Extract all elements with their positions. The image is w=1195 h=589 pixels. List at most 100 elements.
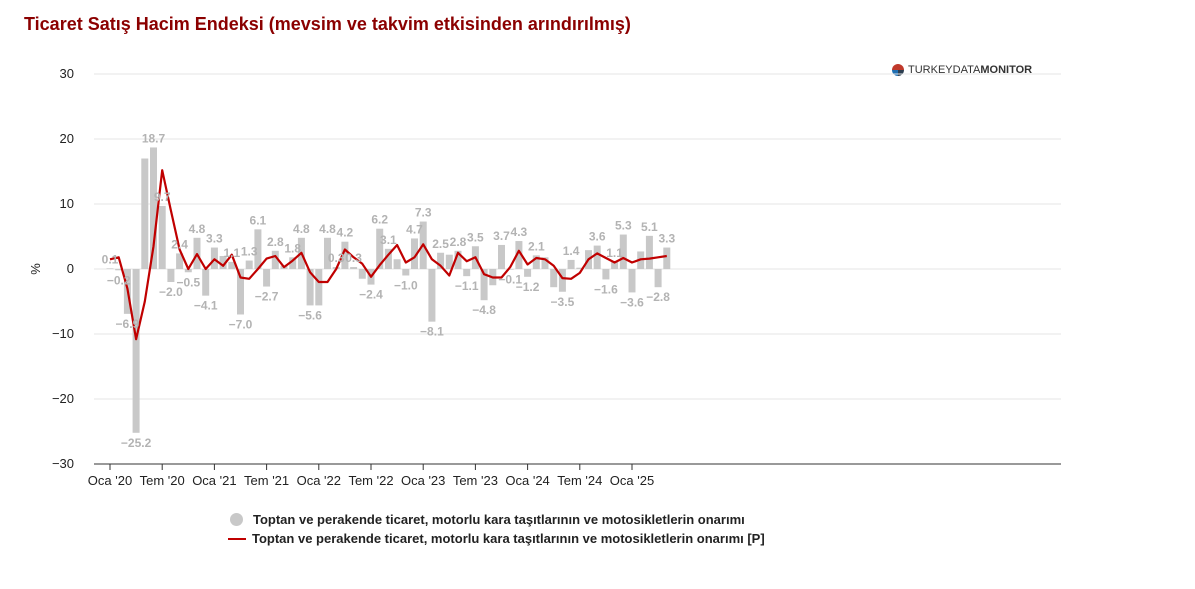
- data-label: 2.8: [450, 235, 467, 249]
- bar: [654, 269, 662, 288]
- bar: [663, 247, 671, 269]
- data-label: 4.3: [511, 225, 528, 239]
- chart-title: Ticaret Satış Hacim Endeksi (mevsim ve t…: [24, 14, 631, 34]
- data-label: −3.6: [620, 295, 644, 309]
- data-label: 3.7: [493, 229, 510, 243]
- data-label: −0.1: [498, 273, 522, 287]
- bar: [158, 205, 166, 269]
- bar: [567, 259, 575, 269]
- bar: [106, 268, 114, 269]
- data-label: −0.5: [176, 275, 200, 289]
- bar: [315, 269, 323, 306]
- bar: [402, 269, 410, 276]
- bar: [167, 269, 175, 282]
- data-label: 1.8: [284, 241, 301, 255]
- bar: [245, 260, 253, 269]
- data-label: −3.5: [551, 295, 575, 309]
- data-label: 2.8: [267, 235, 284, 249]
- x-tick-label: Tem '24: [557, 473, 602, 488]
- y-tick-label: −30: [52, 456, 74, 471]
- y-tick-label: 20: [60, 131, 74, 146]
- globe-icon: [892, 64, 904, 76]
- bar: [350, 267, 358, 269]
- data-label: −1.1: [455, 279, 479, 293]
- bar: [341, 241, 349, 269]
- data-label: −5.6: [298, 308, 322, 322]
- bar: [289, 257, 297, 269]
- y-tick-label: −10: [52, 326, 74, 341]
- bar: [228, 261, 236, 269]
- legend-item-line[interactable]: Toptan ve perakende ticaret, motorlu kar…: [228, 529, 765, 548]
- legend-bar-label: Toptan ve perakende ticaret, motorlu kar…: [253, 512, 745, 527]
- bar: [393, 259, 401, 269]
- bar: [428, 269, 436, 322]
- data-label: 5.3: [615, 219, 632, 233]
- data-label: −1.2: [516, 280, 540, 294]
- bar: [576, 267, 584, 269]
- legend: Toptan ve perakende ticaret, motorlu kar…: [228, 510, 765, 548]
- data-label: 1.3: [241, 245, 258, 259]
- bar: [150, 147, 157, 269]
- data-label: 4.8: [319, 222, 336, 236]
- data-label: 6.2: [371, 213, 388, 227]
- bar: [445, 254, 453, 269]
- bar: [176, 253, 184, 269]
- data-label: −0.2: [107, 273, 131, 287]
- legend-bar-marker: [230, 513, 243, 526]
- x-tick-label: Tem '21: [244, 473, 289, 488]
- y-tick-label: 0: [67, 261, 74, 276]
- data-label: −1.6: [594, 282, 618, 296]
- x-tick-label: Oca '23: [401, 473, 445, 488]
- bar: [515, 241, 523, 269]
- bar: [358, 269, 366, 279]
- data-label: 9.7: [154, 190, 171, 204]
- data-label: 2.1: [528, 239, 545, 253]
- bar: [384, 248, 392, 269]
- data-label: −4.8: [472, 303, 496, 317]
- data-label: 0.1: [102, 252, 119, 266]
- legend-item-bars[interactable]: Toptan ve perakende ticaret, motorlu kar…: [228, 510, 765, 529]
- x-tick-label: Tem '22: [348, 473, 393, 488]
- bar: [532, 255, 540, 269]
- data-label: 0.3: [328, 251, 345, 265]
- bar: [254, 229, 262, 269]
- bar: [645, 235, 653, 269]
- data-label: 3.6: [589, 230, 606, 244]
- bar: [263, 269, 271, 287]
- bar: [237, 269, 244, 315]
- x-tick-label: Tem '23: [453, 473, 498, 488]
- data-label: 2.5: [432, 237, 449, 251]
- data-label: −2.4: [359, 288, 383, 302]
- brand-text: TURKEYDATAMONITOR: [908, 64, 1033, 76]
- bar: [524, 269, 532, 277]
- bar: [132, 269, 140, 433]
- data-label: 5.1: [641, 220, 658, 234]
- data-label: −8.1: [420, 325, 444, 339]
- x-tick-label: Oca '22: [297, 473, 341, 488]
- bar: [219, 256, 227, 269]
- data-label: 1.1: [606, 246, 623, 260]
- y-tick-label: 30: [60, 66, 74, 81]
- data-label: 4.2: [337, 226, 354, 240]
- bar: [202, 269, 210, 296]
- data-label: 7.3: [415, 206, 432, 220]
- bar: [437, 252, 445, 269]
- bar: [602, 269, 610, 280]
- bar: [411, 238, 418, 269]
- data-label: −25.2: [121, 436, 152, 450]
- legend-line-marker: [228, 537, 246, 540]
- bar: [593, 245, 601, 269]
- bar: [558, 269, 566, 292]
- data-label: −2.7: [255, 290, 279, 304]
- bar: [115, 269, 123, 271]
- data-label: −4.1: [194, 299, 218, 313]
- data-label: 3.5: [467, 230, 484, 244]
- data-label: 1.1: [223, 246, 240, 260]
- y-axis-label: %: [28, 263, 43, 275]
- legend-line-label: Toptan ve perakende ticaret, motorlu kar…: [252, 531, 765, 546]
- x-tick-label: Tem '20: [140, 473, 185, 488]
- bar: [324, 237, 331, 269]
- bar: [463, 269, 471, 277]
- chart-canvas: 30 20 10 0 −10 −20 −30% 0.1 −0.2 −6.9 −25.2 18.7 9.7…: [28, 66, 1061, 488]
- bar: [480, 269, 488, 301]
